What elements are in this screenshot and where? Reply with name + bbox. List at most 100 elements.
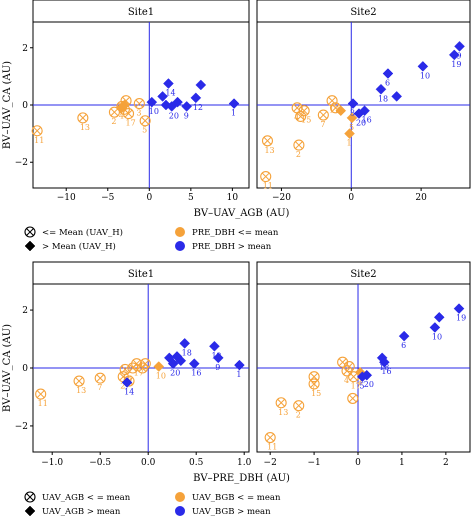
x-tick-label: 1.0 — [237, 458, 252, 468]
data-point — [131, 358, 143, 370]
legend-entry: UAV_AGB > mean — [42, 507, 121, 517]
legend-entry: UAV_AGB < = mean — [42, 493, 131, 503]
data-point-ring — [261, 135, 274, 147]
data-point-cross-b — [263, 136, 272, 145]
legend: UAV_AGB < = mean UAV_BGB < = mean UAV_AGB … — [24, 491, 281, 517]
data-point-label: 16 — [381, 367, 391, 376]
data-point-cross-b — [328, 96, 337, 105]
data-point-label: 12 — [193, 103, 203, 112]
legend-entry: <= Mean (UAV_H) — [42, 227, 123, 238]
legend-marker — [24, 226, 36, 238]
data-point-cross-b — [78, 113, 87, 122]
panel-site2: Site2−2−1012111327154173520181661019 — [256, 261, 471, 468]
data-point — [454, 40, 465, 52]
data-point — [179, 338, 191, 349]
x-tick-label: 1 — [399, 458, 405, 468]
data-point — [139, 358, 151, 370]
data-point — [133, 98, 145, 110]
data-point — [344, 128, 355, 139]
data-point-label: 3 — [136, 109, 141, 118]
data-point-ring — [293, 139, 305, 151]
legend-entry: PRE_DBH > mean — [192, 242, 272, 252]
data-point-ring — [295, 110, 307, 122]
data-point-ring — [139, 115, 151, 127]
data-point-ring — [317, 109, 329, 121]
data-point-ring — [35, 388, 47, 400]
data-point — [453, 303, 465, 314]
data-point-label: 20 — [364, 380, 374, 389]
data-point — [153, 361, 165, 372]
data-point — [361, 369, 373, 381]
x-tick-label: −2 — [264, 458, 277, 468]
data-point — [163, 78, 174, 89]
y-axis-label: BV–UAV_CA (AU) — [2, 61, 13, 149]
data-point-label: 20 — [169, 111, 179, 120]
x-tick-label: 0 — [355, 458, 361, 468]
data-point — [139, 115, 151, 127]
data-point — [359, 105, 370, 117]
data-point-cross-b — [124, 109, 133, 118]
data-point-label: 14 — [124, 387, 134, 396]
legend-marker — [175, 492, 185, 502]
data-point-cross-b — [132, 359, 141, 368]
data-point-cross-b — [75, 377, 84, 385]
x-tick-label: 2 — [443, 458, 449, 468]
data-point-cross-b — [261, 172, 270, 181]
data-point — [261, 135, 274, 147]
data-point-label: 3 — [350, 109, 355, 118]
x-tick-label: 5 — [188, 193, 194, 203]
data-point-cross-b — [345, 362, 354, 371]
legend: <= Mean (UAV_H) PRE_DBH <= mean > Mean (UA… — [24, 226, 279, 252]
data-point-cross-b — [33, 126, 42, 135]
data-point-ring — [293, 400, 305, 412]
data-point — [335, 105, 347, 117]
data-point-ring — [264, 431, 276, 444]
data-point-label: 9 — [184, 111, 189, 120]
data-point-cross-b — [294, 401, 303, 410]
data-point-ring — [94, 372, 106, 384]
legend-marker — [175, 506, 185, 516]
data-point — [275, 397, 287, 409]
data-point-label: 17 — [134, 369, 144, 378]
legend-entry: UAV_BGB > mean — [192, 507, 271, 517]
data-point-label: 17 — [126, 119, 136, 128]
y-tick-label: 2 — [22, 306, 28, 316]
x-tick-label: −20 — [272, 193, 291, 203]
data-point-label: 19 — [456, 314, 466, 323]
panel-strip-label: Site1 — [128, 269, 154, 280]
legend-marker — [175, 241, 185, 251]
data-point-ring — [122, 108, 135, 120]
legend-entry: UAV_BGB < = mean — [192, 493, 281, 503]
data-point-label: 17 — [351, 382, 361, 391]
y-tick-label: −2 — [15, 422, 28, 432]
panel-site1: Site1−1.0−0.50.00.51.0−20211137215171410… — [15, 261, 252, 468]
chart-block-2: Site1−1.0−0.50.00.51.0−20211137215171410… — [2, 261, 471, 517]
data-point-label: 19 — [451, 60, 461, 69]
data-point-label: 13 — [278, 408, 288, 417]
data-point — [295, 110, 307, 122]
data-point — [429, 322, 441, 333]
y-tick-label: 2 — [22, 44, 28, 54]
data-point-cross-b — [141, 116, 150, 125]
data-point — [212, 352, 224, 364]
data-point-label: 10 — [420, 71, 430, 80]
data-point-ring — [260, 171, 272, 183]
x-tick-label: 0 — [146, 193, 152, 203]
data-point-label: 13 — [264, 146, 274, 155]
data-point — [195, 79, 207, 91]
data-point-label: 18 — [182, 348, 192, 357]
data-point — [347, 392, 359, 404]
y-tick-label: 0 — [22, 101, 28, 111]
data-point — [448, 49, 460, 61]
data-point-cross-b — [349, 372, 358, 381]
data-point-label: 1 — [236, 370, 241, 379]
data-point — [433, 311, 445, 323]
data-point-label: 2 — [111, 117, 116, 126]
data-point-label: 11 — [38, 399, 48, 408]
data-point-cross-b — [348, 394, 357, 403]
data-point — [108, 106, 120, 118]
data-point-label: 10 — [156, 372, 166, 381]
